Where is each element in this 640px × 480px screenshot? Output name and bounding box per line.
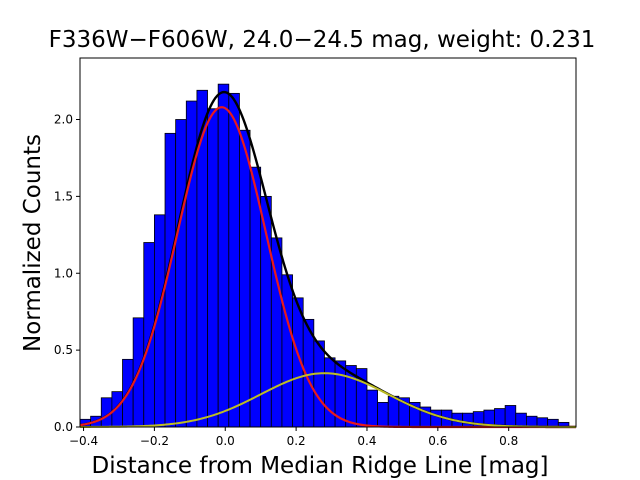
x-tick-label: −0.4 (69, 434, 98, 448)
histogram-bar (377, 401, 389, 428)
axes-frame (79, 57, 577, 428)
x-tick-label: −0.2 (140, 434, 169, 448)
histogram-bar (324, 357, 336, 428)
histogram-bar (515, 412, 527, 428)
histogram-bar (430, 409, 442, 428)
y-tick-label: 1.0 (54, 266, 73, 280)
histogram-bar (239, 129, 251, 428)
histogram-bars (79, 83, 570, 428)
histogram-bar (462, 412, 474, 428)
y-tick-label: 2.0 (54, 113, 73, 127)
histogram-bar (228, 92, 240, 428)
x-tick-label: 0.6 (428, 434, 447, 448)
secondary-component-curve (79, 372, 576, 428)
histogram-bar (175, 119, 187, 428)
histogram-bar (281, 274, 293, 428)
y-axis-ticks: 0.0 0.5 1.0 1.5 2.0 (54, 113, 80, 434)
histogram-bar (207, 108, 219, 428)
y-tick-label: 0.0 (54, 420, 73, 434)
x-tick-label: 0.2 (287, 434, 306, 448)
histogram-bar (504, 405, 517, 428)
histogram-bar (313, 340, 325, 428)
histogram-bar (526, 415, 538, 428)
x-tick-label: 0.8 (499, 434, 518, 448)
chart-title: F336W−F606W, 24.0−24.5 mag, weight: 0.23… (49, 27, 596, 53)
histogram-bar (387, 395, 400, 428)
y-axis-label: Normalized Counts (20, 134, 46, 352)
histogram-bar (494, 408, 506, 428)
x-tick-label: 0.0 (216, 434, 235, 448)
histogram-bar (366, 389, 379, 428)
histogram-bar (217, 83, 230, 428)
x-axis-ticks: −0.4 −0.2 0.0 0.2 0.4 0.6 0.8 (69, 427, 518, 448)
x-axis-label: Distance from Median Ridge Line [mag] (91, 453, 548, 479)
plot-area (79, 57, 577, 429)
y-tick-label: 1.5 (54, 189, 73, 203)
y-tick-label: 0.5 (54, 343, 73, 357)
x-tick-label: 0.4 (357, 434, 376, 448)
